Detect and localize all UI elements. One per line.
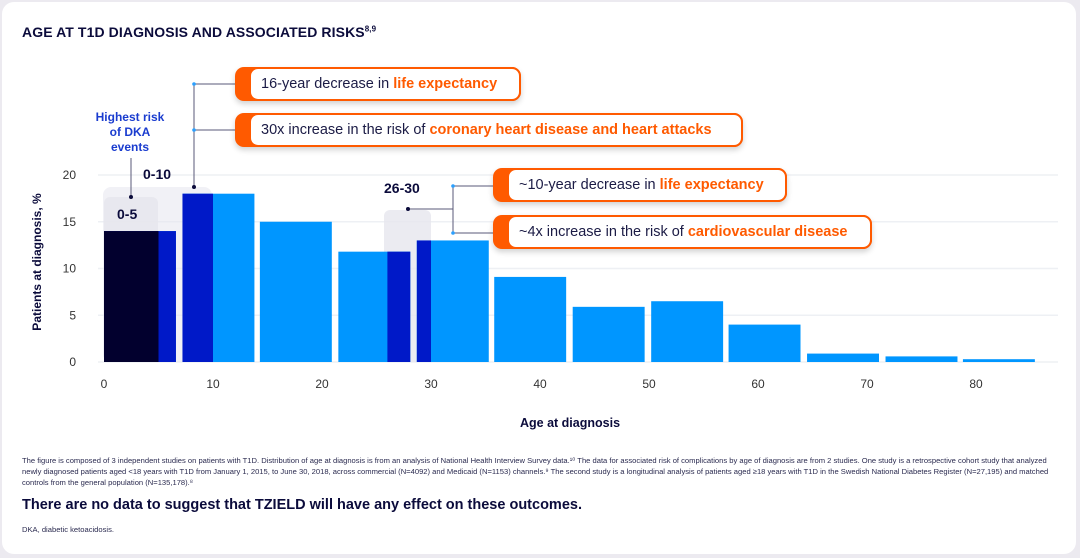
y-axis-label: Patients at diagnosis, %: [30, 193, 44, 331]
range-label-0-5: 0-5: [117, 206, 138, 222]
bar-highlight-0-5: [104, 231, 159, 362]
callout-life-expectancy-26-30: ~10-year decrease in life expectancy: [493, 168, 787, 202]
range-label-26-30: 26-30: [384, 180, 420, 196]
bar: [494, 276, 567, 362]
title-references: 8,9: [364, 24, 377, 34]
abbreviation-note: DKA, diabetic ketoacidosis.: [22, 525, 115, 534]
connector-dot: [451, 231, 455, 235]
bar: [651, 301, 724, 362]
y-tick-label: 10: [63, 262, 77, 276]
connector-dot: [192, 82, 196, 86]
callout-cardiovascular-26-30: ~4x increase in the risk of cardiovascul…: [493, 215, 872, 249]
bar-highlight-segment: [182, 193, 213, 362]
callout-text: ~10-year decrease in: [519, 177, 660, 193]
callout-text: ~4x increase in the risk of: [519, 224, 688, 240]
callout-text: 30x increase in the risk of: [261, 122, 430, 138]
x-axis-label: Age at diagnosis: [520, 416, 621, 430]
x-tick-label: 10: [206, 377, 220, 391]
bar-highlight-segment: [387, 251, 411, 362]
connector-dot: [451, 184, 455, 188]
callout-highlight: coronary heart disease and heart attacks: [429, 122, 712, 138]
x-tick-label: 60: [751, 377, 765, 391]
bar: [962, 359, 1035, 362]
bar: [807, 353, 879, 362]
connector-dot: [129, 195, 133, 199]
connector-dot: [192, 185, 196, 189]
callout-highlight: life expectancy: [393, 76, 498, 92]
callout-highlight: cardiovascular disease: [687, 224, 848, 240]
y-tick-label: 0: [69, 355, 76, 369]
title-text: AGE AT T1D DIAGNOSIS AND ASSOCIATED RISK…: [22, 24, 365, 40]
x-tick-label: 0: [101, 377, 108, 391]
callout-coronary-risk-0-10: 30x increase in the risk of coronary hea…: [235, 113, 743, 147]
x-tick-label: 30: [424, 377, 438, 391]
callout-life-expectancy-0-10: 16-year decrease in life expectancy: [235, 67, 521, 101]
connector-dot: [406, 207, 410, 211]
bar: [885, 356, 958, 362]
x-tick-label: 40: [533, 377, 547, 391]
bar-highlight-segment: [416, 240, 431, 362]
dka-risk-label: Highest risk of DKA events: [95, 110, 165, 154]
bar: [259, 221, 332, 362]
range-label-0-10: 0-10: [143, 166, 172, 182]
bar: [728, 324, 801, 362]
x-tick-label: 20: [315, 377, 329, 391]
bar: [572, 306, 645, 362]
callout-highlight: life expectancy: [659, 177, 764, 193]
y-tick-label: 20: [63, 168, 77, 182]
callout-text: 16-year decrease in: [261, 76, 394, 92]
figure-title: AGE AT T1D DIAGNOSIS AND ASSOCIATED RISK…: [22, 24, 376, 40]
y-tick-label: 5: [69, 308, 76, 322]
footnote: The figure is composed of 3 independent …: [22, 456, 1049, 487]
y-tick-label: 15: [63, 215, 77, 229]
x-tick-label: 80: [969, 377, 983, 391]
x-tick-label: 70: [860, 377, 874, 391]
disclaimer-note: There are no data to suggest that TZIELD…: [22, 497, 582, 513]
x-tick-label: 50: [642, 377, 656, 391]
connector-dot: [192, 128, 196, 132]
